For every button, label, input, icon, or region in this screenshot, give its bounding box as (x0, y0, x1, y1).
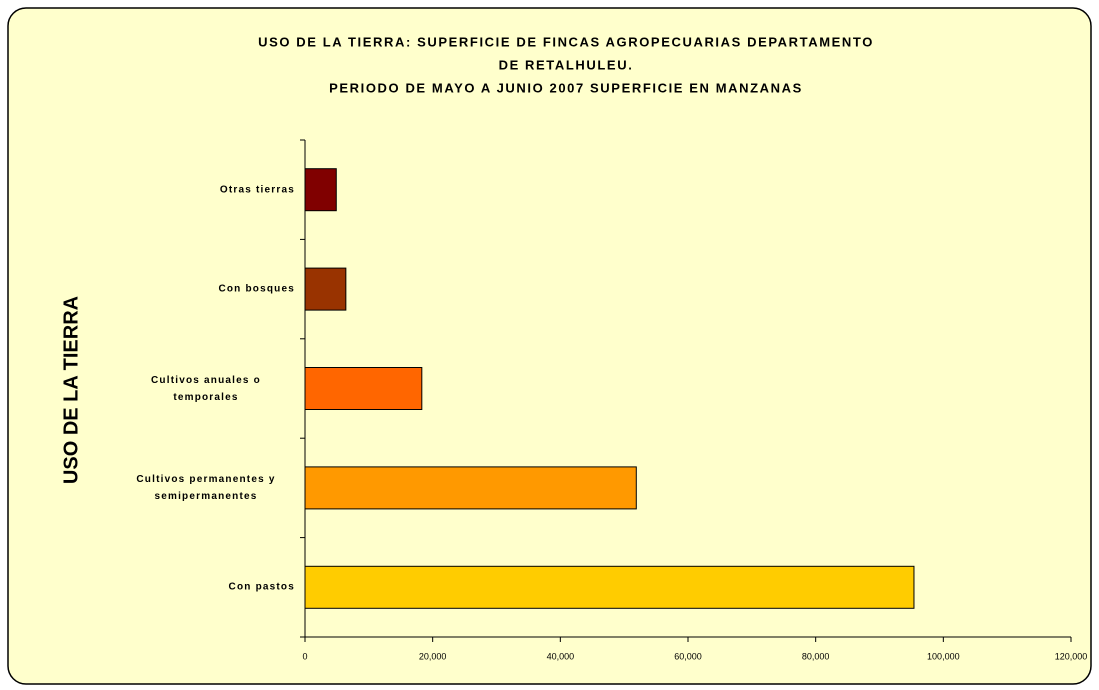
x-tick-label: 120,000 (1055, 651, 1088, 661)
x-tick-label: 40,000 (547, 651, 575, 661)
x-tick-label: 60,000 (674, 651, 702, 661)
bar (304, 367, 423, 410)
y-tick-label: Con pastos (228, 581, 295, 593)
chart-background (7, 7, 1092, 685)
bar (304, 267, 347, 311)
bar (304, 466, 637, 510)
chart-title: PERIODO DE MAYO A JUNIO 2007 SUPERFICIE … (329, 80, 803, 95)
y-axis-title: USO DE LA TIERRA (60, 296, 82, 484)
y-tick-label: Cultivos anuales o temporales (151, 374, 261, 403)
chart-title: USO DE LA TIERRA: SUPERFICIE DE FINCAS A… (258, 34, 874, 49)
x-tick-label: 20,000 (419, 651, 447, 661)
bar (304, 168, 337, 212)
chart-title: DE RETALHULEU. (499, 57, 634, 72)
y-tick-label: Cultivos permanentes y semipermanentes (136, 473, 276, 502)
y-tick-label: Otras tierras (219, 184, 295, 196)
x-tick-label: 0 (302, 651, 307, 661)
x-tick-label: 80,000 (802, 651, 830, 661)
x-tick-label: 100,000 (927, 651, 960, 661)
y-tick-label: Con bosques (218, 283, 295, 295)
bar (304, 565, 915, 609)
